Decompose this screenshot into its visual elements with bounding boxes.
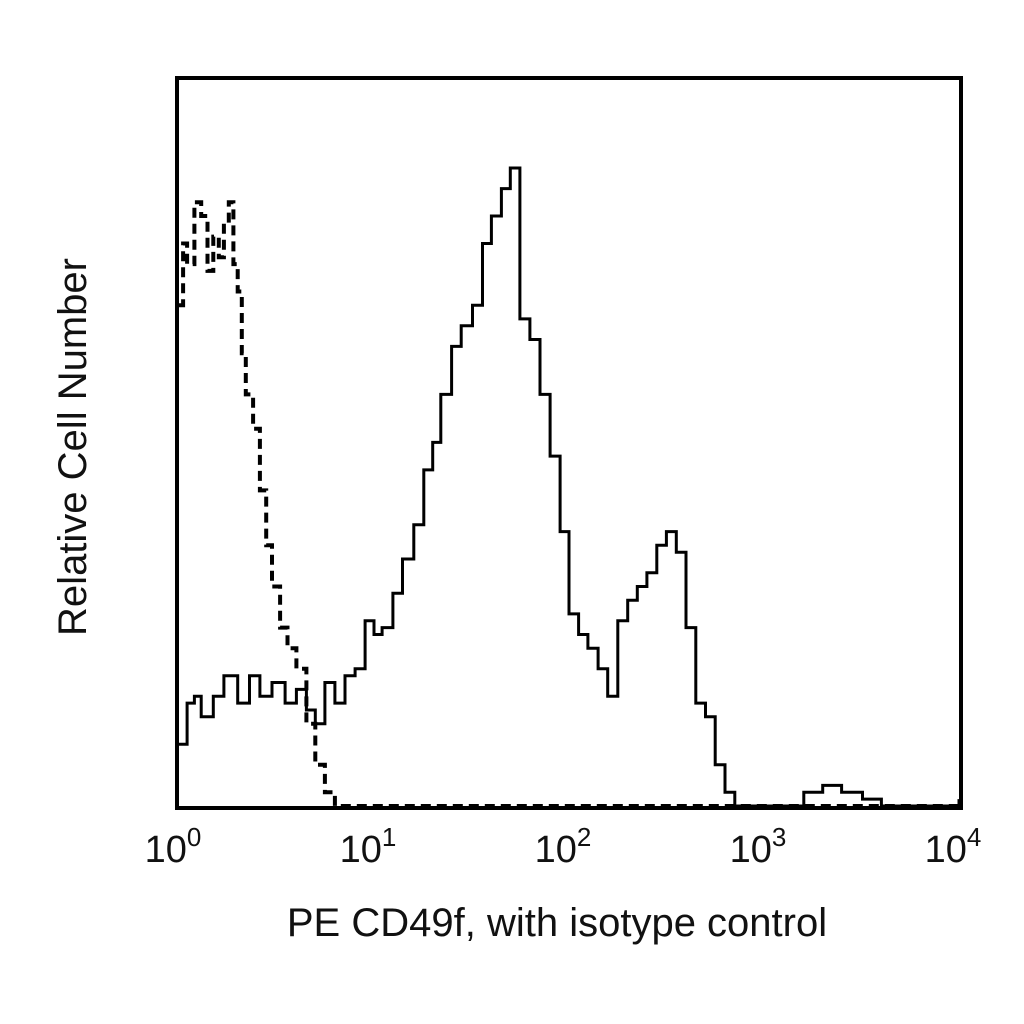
isotype-control-histogram	[179, 200, 959, 808]
x-tick-label: 103	[730, 822, 787, 871]
x-tick-label: 102	[535, 822, 592, 871]
series-layer	[179, 166, 961, 808]
x-axis-label: PE CD49f, with isotype control	[287, 901, 827, 945]
x-tick-label: 101	[340, 822, 397, 871]
y-axis-label: Relative Cell Number	[51, 258, 95, 636]
plot-frame	[175, 76, 963, 810]
x-tick-labels: 100 101 102 103 104	[145, 822, 982, 871]
x-tick-label: 100	[145, 822, 202, 871]
x-tick-label: 104	[925, 822, 982, 871]
pe-cd49f-histogram	[179, 166, 961, 808]
